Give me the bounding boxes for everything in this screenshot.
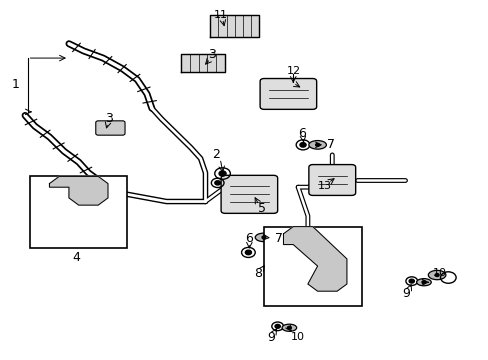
Bar <box>264 226 361 306</box>
Text: 10: 10 <box>432 268 446 278</box>
Circle shape <box>219 171 225 176</box>
Ellipse shape <box>282 324 296 331</box>
FancyBboxPatch shape <box>221 175 277 213</box>
Ellipse shape <box>255 233 272 242</box>
Circle shape <box>434 274 438 276</box>
Text: 3: 3 <box>105 112 113 125</box>
Ellipse shape <box>416 279 430 286</box>
Text: 12: 12 <box>286 66 300 76</box>
FancyBboxPatch shape <box>260 78 316 109</box>
Circle shape <box>274 324 280 328</box>
Circle shape <box>290 239 295 243</box>
Ellipse shape <box>427 270 445 280</box>
Circle shape <box>214 181 220 185</box>
Text: 9: 9 <box>402 287 409 300</box>
FancyBboxPatch shape <box>308 165 355 195</box>
Text: 5: 5 <box>257 202 265 215</box>
Polygon shape <box>49 176 108 205</box>
Text: 13: 13 <box>317 181 331 192</box>
Text: 6: 6 <box>298 127 306 140</box>
Circle shape <box>57 225 61 229</box>
Circle shape <box>421 281 425 284</box>
Polygon shape <box>283 226 346 291</box>
Circle shape <box>262 236 265 239</box>
Text: 4: 4 <box>72 251 80 264</box>
Circle shape <box>245 250 251 255</box>
Text: 6: 6 <box>245 231 253 244</box>
Text: 9: 9 <box>266 331 274 344</box>
Text: 7: 7 <box>326 138 335 151</box>
Text: 1: 1 <box>11 78 19 91</box>
Text: 3: 3 <box>208 48 216 61</box>
FancyBboxPatch shape <box>96 121 125 135</box>
Text: 11: 11 <box>214 10 227 20</box>
Ellipse shape <box>308 140 326 149</box>
Text: 8: 8 <box>253 267 261 280</box>
Circle shape <box>315 143 319 146</box>
Text: 10: 10 <box>290 332 305 342</box>
Circle shape <box>287 326 291 329</box>
Text: 2: 2 <box>212 148 220 161</box>
Bar <box>30 176 127 248</box>
Circle shape <box>81 229 85 232</box>
Circle shape <box>299 143 305 147</box>
Polygon shape <box>181 54 224 72</box>
Polygon shape <box>210 15 259 37</box>
Circle shape <box>408 279 413 283</box>
Text: 7: 7 <box>275 231 283 244</box>
